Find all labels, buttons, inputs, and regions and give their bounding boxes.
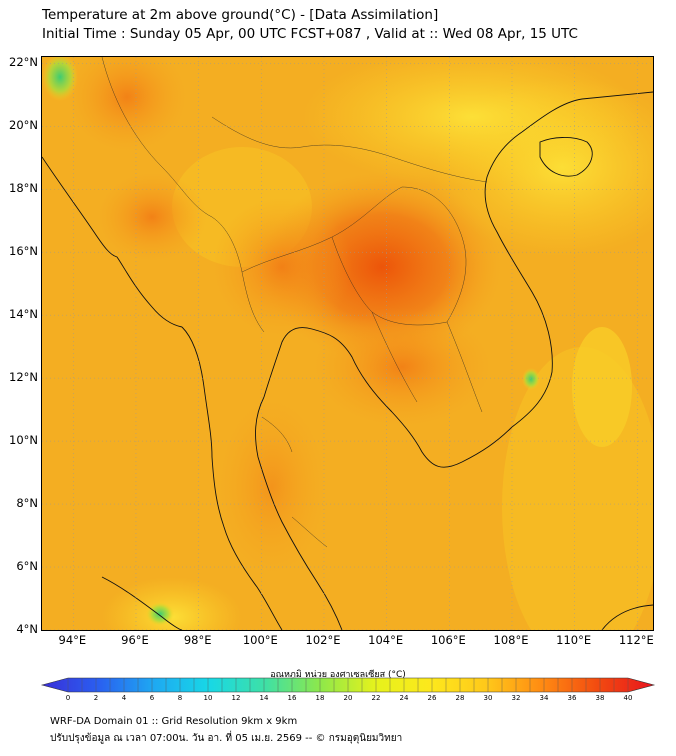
latitude-tick-label: 4°N — [16, 622, 38, 636]
latitude-tick-label: 20°N — [9, 118, 38, 133]
colorbar-tick-label: 32 — [511, 694, 521, 702]
latitude-tick-label: 12°N — [9, 370, 38, 385]
colorbar-tick-label: 38 — [595, 694, 605, 702]
colorbar-tick-label: 14 — [259, 694, 269, 702]
temperature-map[interactable] — [41, 56, 654, 631]
latitude-tick-label: 10°N — [9, 433, 38, 448]
colorbar-tick-label: 18 — [315, 694, 325, 702]
colorbar-tick-label: 34 — [539, 694, 549, 702]
longitude-tick-label: 108°E — [493, 633, 529, 647]
longitude-tick-label: 94°E — [58, 633, 87, 647]
colorbar-tick-label: 20 — [343, 694, 353, 702]
latitude-tick-label: 8°N — [16, 496, 38, 511]
longitude-tick-label: 100°E — [242, 633, 278, 647]
cool-spot-vietnam-highland — [522, 368, 540, 390]
colorbar-tick-label: 0 — [65, 694, 71, 702]
latitude-tick-label: 14°N — [9, 307, 38, 322]
coastlines — [42, 91, 653, 630]
country-borders — [101, 57, 488, 548]
colorbar-title: อุณหภูมิ หน่วย องศาเซลเซียส (°C) — [270, 670, 406, 680]
cool-spot-northwest — [42, 57, 78, 101]
longitude-tick-label: 98°E — [183, 633, 212, 647]
colorbar-tick-label: 22 — [371, 694, 381, 702]
colorbar-tick-label: 8 — [177, 694, 183, 702]
hot-core-cambodia — [312, 307, 492, 427]
colorbar-tick-label: 24 — [399, 694, 409, 702]
longitude-tick-label: 112°E — [618, 633, 654, 647]
longitude-tick-label: 110°E — [556, 633, 592, 647]
latitude-tick-label: 16°N — [9, 244, 38, 259]
colorbar-tick-label: 16 — [287, 694, 297, 702]
hot-core-central-thailand — [212, 197, 352, 337]
longitude-tick-label: 104°E — [368, 633, 404, 647]
colorbar-tick-label: 10 — [203, 694, 213, 702]
cool-spot-sumatra — [146, 602, 174, 626]
colorbar-tick-label: 40 — [623, 694, 633, 702]
colorbar-tick-label: 6 — [149, 694, 155, 702]
latitude-tick-label: 18°N — [9, 181, 38, 196]
south-china-field — [302, 57, 642, 187]
chart-title: Temperature at 2m above ground(°C) - [Da… — [42, 7, 439, 23]
longitude-tick-label: 96°E — [121, 633, 149, 647]
footer-model-info: WRF-DA Domain 01 :: Grid Resolution 9km … — [50, 716, 298, 727]
colorbar — [40, 677, 656, 693]
map-canvas — [42, 57, 653, 630]
longitude-tick-label: 102°E — [305, 633, 341, 647]
colorbar-tick-label: 30 — [483, 694, 493, 702]
colorbar-tick-label: 28 — [455, 694, 465, 702]
hot-core-myanmar-north — [67, 57, 187, 152]
chart-subtitle: Initial Time : Sunday 05 Apr, 00 UTC FCS… — [42, 26, 578, 42]
latitude-tick-label: 22°N — [9, 55, 38, 70]
sumatra-field — [102, 577, 242, 630]
footer-update-info: ปรับปรุงข้อมูล ณ เวลา 07:00น. วัน อา. ที… — [50, 733, 403, 744]
colorbar-tick-label: 2 — [93, 694, 99, 702]
colorbar-tick-label: 26 — [427, 694, 437, 702]
longitude-tick-label: 106°E — [430, 633, 466, 647]
colorbar-tick-label: 4 — [121, 694, 127, 702]
latitude-tick-label: 6°N — [16, 559, 38, 574]
colorbar-tick-label: 36 — [567, 694, 577, 702]
colorbar-tick-label: 12 — [231, 694, 241, 702]
